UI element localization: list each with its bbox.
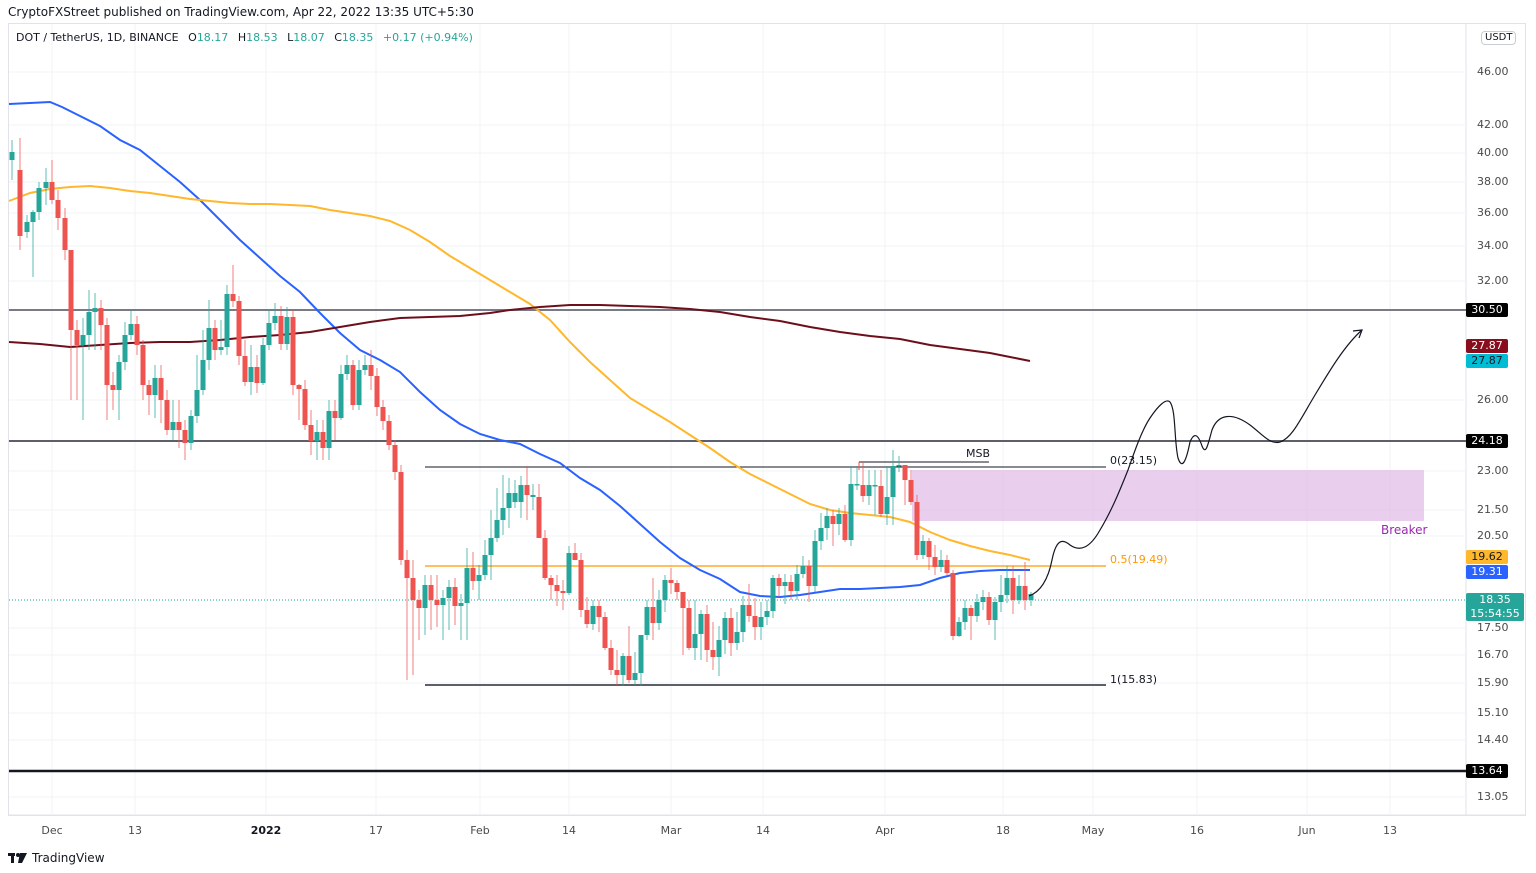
grid-lines	[9, 24, 1525, 816]
fib-0-label: 0(23.15)	[1110, 454, 1158, 467]
time-tick-label: May	[1081, 824, 1105, 837]
time-tick-label: 14	[562, 824, 576, 837]
time-tick-label: 2022	[250, 824, 282, 837]
time-tick-label: Dec	[41, 824, 63, 837]
price-tick-label: 14.40	[1477, 733, 1509, 746]
tradingview-logo[interactable]: TradingView	[8, 851, 105, 865]
time-tick-label: 16	[1190, 824, 1204, 837]
price-level-tag: 19.31	[1466, 565, 1508, 579]
open-value: 18.17	[196, 31, 229, 44]
horizontal-levels	[9, 309, 1466, 773]
price-tick-label: 16.70	[1477, 648, 1509, 661]
chart-frame[interactable]	[8, 23, 1526, 816]
price-tick-label: 32.00	[1477, 274, 1509, 287]
price-tick-label: 13.05	[1477, 790, 1509, 803]
tradingview-logo-icon	[8, 853, 27, 863]
price-tick-label: 20.50	[1477, 529, 1509, 542]
time-tick-label: Apr	[875, 824, 895, 837]
time-tick-label: 13	[128, 824, 142, 837]
last-price-value: 18.35	[1479, 593, 1511, 606]
drawings	[1028, 329, 1363, 597]
price-tick-label: 23.00	[1477, 464, 1509, 477]
price-level-tag: 13.64	[1466, 764, 1508, 778]
price-tick-label: 46.00	[1477, 65, 1509, 78]
symbol-name: DOT / TetherUS, 1D, BINANCE	[16, 31, 179, 44]
time-tick-label: 17	[369, 824, 383, 837]
high-value: 18.53	[246, 31, 278, 44]
tradingview-brand: TradingView	[32, 851, 105, 865]
moving-averages	[8, 100, 1031, 599]
last-price-tag: 18.35 15:54:55	[1466, 593, 1524, 621]
fib-1-label: 1(15.83)	[1110, 673, 1158, 686]
price-level-tag: 27.87	[1466, 339, 1508, 353]
price-tick-label: 26.00	[1477, 393, 1509, 406]
price-tick-label: 42.00	[1477, 118, 1509, 131]
bar-countdown: 15:54:55	[1470, 607, 1520, 620]
time-tick-label: Jun	[1298, 824, 1316, 837]
time-tick-label: 18	[996, 824, 1010, 837]
time-tick-label: 13	[1383, 824, 1397, 837]
price-tick-label: 21.50	[1477, 503, 1509, 516]
price-tick-label: 36.00	[1477, 206, 1509, 219]
price-level-tag: 30.50	[1466, 303, 1508, 317]
close-value: 18.35	[341, 31, 374, 44]
fib-05-label: 0.5(19.49)	[1110, 553, 1168, 566]
price-tick-label: 38.00	[1477, 175, 1509, 188]
price-tick-label: 40.00	[1477, 146, 1509, 159]
price-tick-label: 17.50	[1477, 621, 1509, 634]
time-tick-label: Feb	[470, 824, 490, 837]
low-value: 18.07	[293, 31, 325, 44]
price-level-tag: 24.18	[1466, 434, 1508, 448]
symbol-legend: DOT / TetherUS, 1D, BINANCE O18.17 H18.5…	[16, 31, 473, 44]
change-value: +0.17 (+0.94%)	[382, 31, 473, 44]
price-tick-label: 15.10	[1477, 706, 1509, 719]
breaker-zone	[912, 470, 1424, 521]
time-tick-label: Mar	[660, 824, 682, 837]
price-tick-label: 34.00	[1477, 239, 1509, 252]
price-level-tag: 27.87	[1466, 354, 1508, 368]
breaker-label: Breaker	[1381, 523, 1428, 537]
price-level-tag: 19.62	[1466, 550, 1508, 564]
currency-unit-button[interactable]: USDT	[1481, 31, 1517, 45]
candles	[9, 138, 1034, 686]
msb-label: MSB	[966, 447, 991, 460]
price-tick-label: 15.90	[1477, 676, 1509, 689]
publish-attribution: CryptoFXStreet published on TradingView.…	[8, 5, 474, 19]
time-tick-label: 14	[756, 824, 770, 837]
